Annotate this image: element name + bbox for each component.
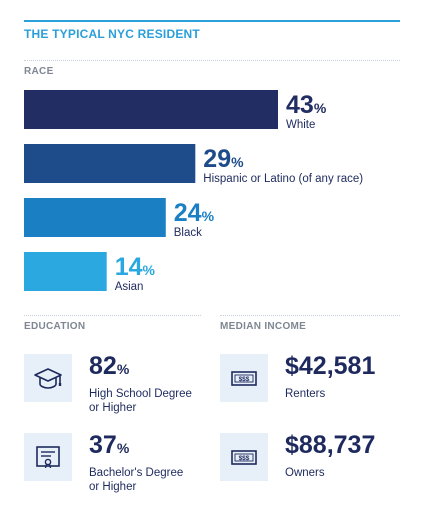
svg-text:$$$: $$$	[239, 376, 250, 383]
education-stat-value: 82%	[89, 352, 130, 380]
income-stat-value: $88,737	[285, 431, 376, 459]
race-bar	[24, 90, 278, 129]
race-bar-category-label: Black	[174, 227, 202, 239]
income-stat-label: Owners	[285, 467, 325, 479]
income-section-label: MEDIAN INCOME	[220, 321, 307, 332]
page-title: THE TYPICAL NYC RESIDENT	[24, 27, 200, 41]
education-section-label: EDUCATION	[24, 321, 86, 332]
race-bar-value-label: 43%	[286, 91, 327, 119]
race-bar	[24, 144, 196, 183]
divider	[24, 315, 201, 316]
education-stat-label: High School Degree or Higher	[89, 388, 192, 414]
divider	[220, 315, 400, 316]
diploma-icon	[24, 433, 72, 481]
graduation-cap-icon	[24, 354, 72, 402]
race-bar-value-label: 29%	[203, 145, 244, 173]
race-bar-chart: 43%White 29%Hispanic or Latino (of any ra…	[24, 90, 363, 293]
income-stat-value: $42,581	[285, 352, 376, 380]
education-stat-value: 37%	[89, 431, 130, 459]
education-stat-label: Bachelor's Degree or Higher	[89, 467, 184, 493]
race-bar-category-label: White	[286, 119, 315, 131]
race-bar	[24, 198, 166, 237]
race-bar-category-label: Asian	[115, 281, 144, 293]
race-bar-category-label: Hispanic or Latino (of any race)	[203, 173, 363, 185]
race-section-label: RACE	[24, 66, 54, 77]
svg-text:$$$: $$$	[239, 455, 250, 462]
cash-icon: $$$	[220, 354, 268, 402]
race-bar-value-label: 24%	[174, 199, 215, 227]
cash-icon: $$$	[220, 433, 268, 481]
race-bar	[24, 252, 107, 291]
income-stat-label: Renters	[285, 388, 326, 400]
divider	[24, 60, 400, 61]
top-rule	[24, 20, 400, 22]
race-bar-value-label: 14%	[115, 253, 156, 281]
